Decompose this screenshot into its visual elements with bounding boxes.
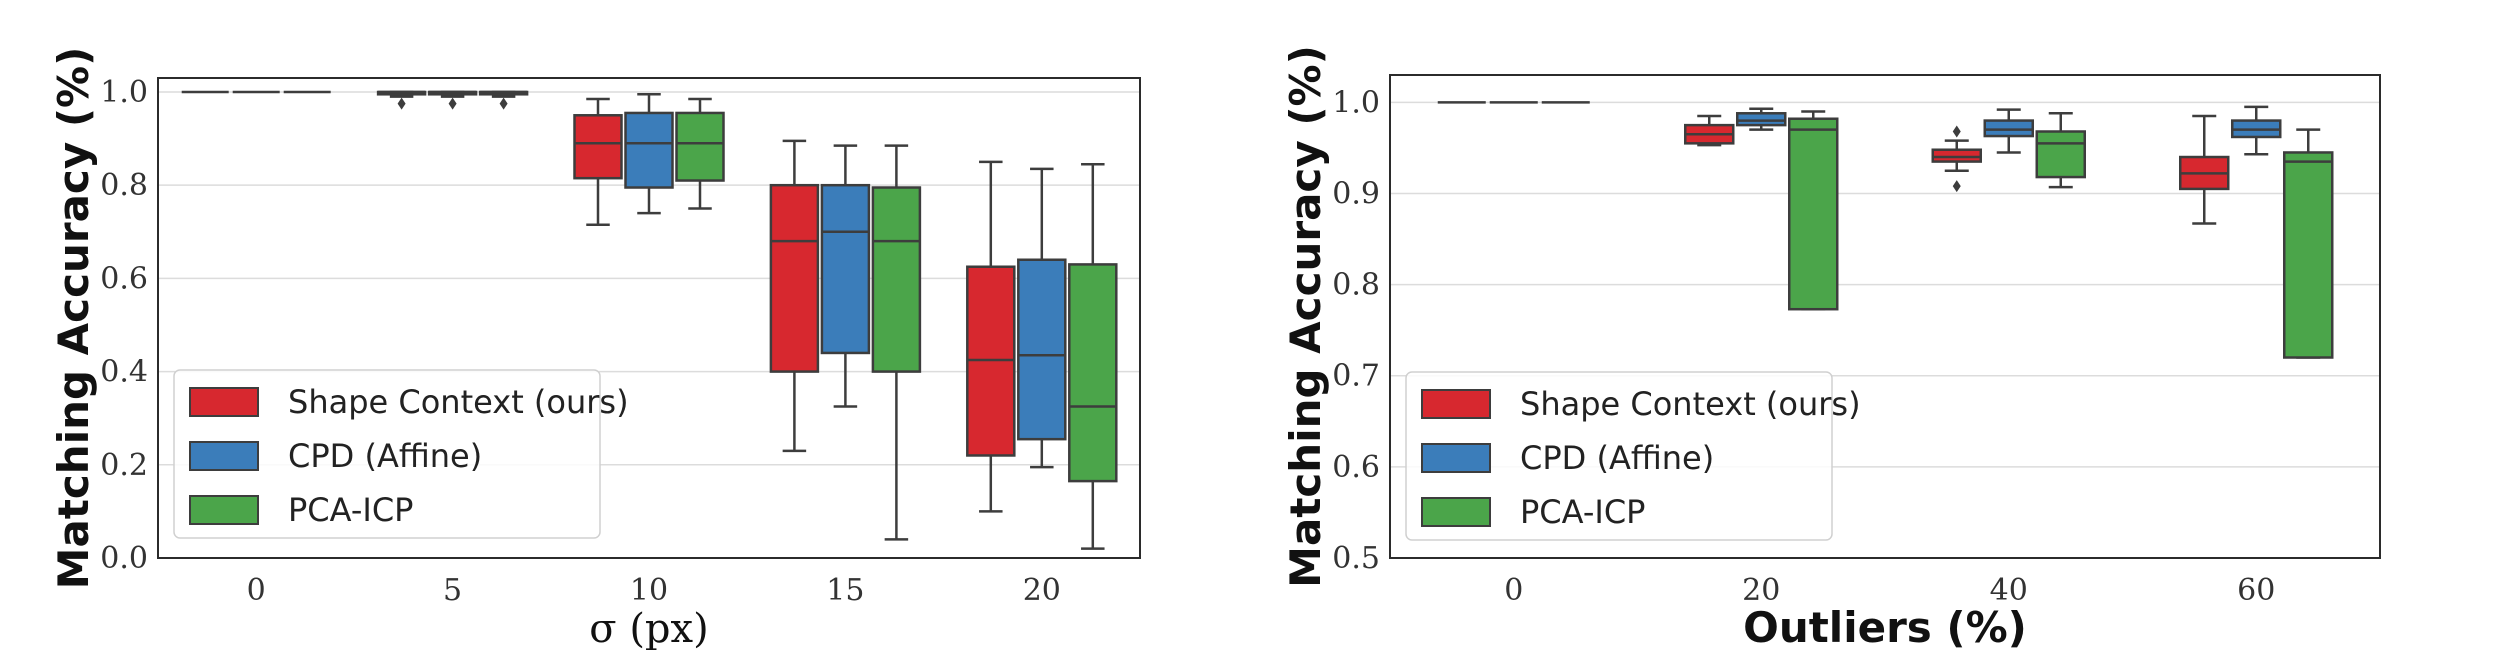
y-tick-label: 1.0 [1332,85,1380,120]
y-tick-label: 0.7 [1332,359,1380,394]
x-tick-label: 20 [1742,573,1780,608]
box-flier [397,97,406,110]
box-body [2283,151,2334,359]
y-tick-label: 0.6 [100,261,148,296]
legend-label: PCA-ICP [1520,493,1645,531]
box-flier [1952,125,1961,138]
x-tick-label: 10 [630,573,668,608]
x-tick-label: 15 [826,573,864,608]
box-body [573,114,623,180]
right-chart-panel: 0.5 0.6 0.7 0.8 0.9 1.0 0 20 40 60 Shape Context (… [1281,45,2381,650]
x-tick-label: 20 [1023,573,1061,608]
legend-box [173,369,601,539]
box-flier [499,97,508,110]
y-tick-label: 0.8 [1332,268,1380,303]
legend-swatch [1421,389,1491,419]
legend-label: CPD (Affine) [1520,439,1714,477]
y-tick-label: 0.6 [1332,450,1380,485]
legend-label: CPD (Affine) [288,437,482,475]
left-chart-panel: 0.0 0.2 0.4 0.6 0.8 1.0 0 5 10 15 20 Shape Context … [49,47,1141,650]
y-tick-label: 0.2 [100,448,148,483]
legend-box [1405,371,1833,541]
box-body [624,111,674,189]
y-tick-label: 0.9 [1332,176,1380,211]
y-tick-label: 0.8 [100,168,148,203]
box-body [675,111,725,182]
legend-swatch [189,441,259,471]
x-axis-label: Outliers (%) [1743,603,2027,650]
box-body [871,186,922,373]
box-body [2035,130,2086,179]
box-body [1068,263,1118,483]
box-body [769,183,820,373]
legend-swatch [1421,497,1491,527]
y-tick-label: 0.4 [100,355,148,390]
plot-frame [157,77,1141,559]
legend-swatch [1421,443,1491,473]
box-flier [1952,180,1961,193]
legend-label: Shape Context (ours) [288,383,629,421]
box-flier [448,97,457,110]
y-tick-label: 0.5 [1332,541,1380,576]
legend-label: Shape Context (ours) [1520,385,1861,423]
legend-swatch [189,495,259,525]
y-tick-label: 1.0 [100,75,148,110]
x-tick-label: 60 [2237,573,2275,608]
legend-swatch [189,387,259,417]
legend-label: PCA-ICP [288,491,413,529]
x-axis-label: σ (px) [589,606,708,650]
plot-frame [1389,74,2381,559]
x-tick-label: 0 [247,573,266,608]
box-body [1017,258,1067,441]
x-tick-label: 40 [1990,573,2028,608]
box-body [1736,112,1787,127]
box-body [820,183,871,355]
y-axis-label: Matching Accuracy (%) [1281,45,1330,588]
box-body [1788,117,1839,311]
box-body [1931,148,1982,163]
x-tick-label: 0 [1504,573,1523,608]
x-tick-label: 5 [443,573,462,608]
y-tick-label: 0.0 [100,541,148,576]
box-body [1983,119,2034,138]
y-axis-label: Matching Accuracy (%) [49,47,98,590]
